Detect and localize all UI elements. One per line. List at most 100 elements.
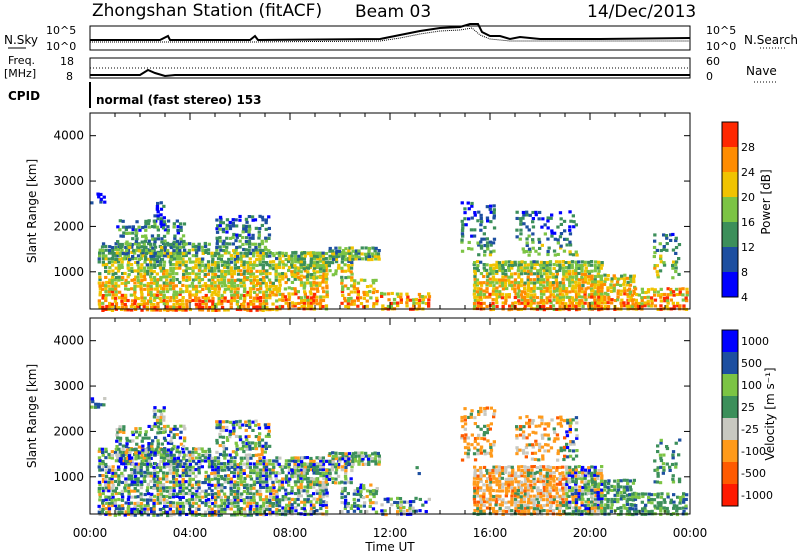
data-cell xyxy=(671,301,675,305)
data-cell xyxy=(672,304,676,308)
data-cell xyxy=(632,291,637,295)
data-cell xyxy=(351,462,355,466)
data-cell xyxy=(513,494,518,498)
data-cell xyxy=(293,456,297,460)
data-cell xyxy=(653,251,657,255)
data-cell xyxy=(504,506,508,510)
data-cell xyxy=(197,495,201,499)
data-cell xyxy=(374,510,379,514)
data-cell xyxy=(545,289,549,293)
data-cell xyxy=(235,260,240,264)
data-cell xyxy=(246,308,250,312)
data-cell xyxy=(526,295,530,299)
data-cell xyxy=(162,430,166,434)
data-cell xyxy=(162,489,166,493)
data-cell xyxy=(244,240,249,244)
data-cell xyxy=(331,480,335,484)
data-cell xyxy=(268,462,272,466)
data-cell xyxy=(294,260,298,264)
data-cell xyxy=(558,305,562,309)
data-cell xyxy=(354,454,358,458)
data-cell xyxy=(251,233,255,237)
data-cell xyxy=(461,226,465,230)
data-cell xyxy=(105,501,109,505)
data-cell xyxy=(228,224,232,228)
data-cell xyxy=(666,287,670,291)
data-cell xyxy=(233,290,237,294)
data-cell xyxy=(612,286,616,290)
data-cell xyxy=(204,449,208,453)
data-cell xyxy=(136,305,140,309)
data-cell xyxy=(265,475,269,479)
data-cell xyxy=(104,462,108,466)
data-cell xyxy=(290,280,295,284)
data-cell xyxy=(229,477,234,481)
data-cell xyxy=(485,295,489,299)
data-cell xyxy=(230,465,234,469)
data-cell xyxy=(149,275,153,279)
data-cell xyxy=(203,241,207,245)
data-cell xyxy=(485,237,489,241)
data-cell xyxy=(533,482,537,486)
data-cell xyxy=(600,295,604,299)
data-cell xyxy=(116,254,121,258)
data-cell xyxy=(220,293,224,297)
data-cell xyxy=(153,222,157,226)
data-cell xyxy=(107,251,112,255)
data-cell xyxy=(210,281,214,285)
data-cell xyxy=(126,459,131,463)
data-cell xyxy=(169,427,173,431)
data-cell xyxy=(210,498,214,502)
data-cell xyxy=(130,245,134,249)
data-cell xyxy=(144,236,148,240)
data-cell xyxy=(159,450,163,454)
data-cell xyxy=(347,249,351,253)
data-cell xyxy=(251,248,255,252)
data-cell xyxy=(128,451,132,455)
data-cell xyxy=(293,289,298,293)
data-cell xyxy=(140,263,144,267)
data-cell xyxy=(284,301,288,305)
data-cell xyxy=(530,299,534,303)
data-cell xyxy=(350,454,354,458)
data-cell xyxy=(312,459,316,463)
data-cell xyxy=(271,263,276,267)
data-cell xyxy=(155,287,159,291)
data-cell xyxy=(540,274,544,278)
data-cell xyxy=(120,305,125,309)
data-cell xyxy=(522,497,527,501)
data-cell xyxy=(136,275,140,279)
data-cell xyxy=(281,295,285,299)
data-cell xyxy=(136,297,140,301)
data-cell xyxy=(127,474,131,478)
data-cell xyxy=(340,492,344,496)
data-cell xyxy=(162,308,167,312)
data-cell xyxy=(644,291,648,295)
data-cell xyxy=(181,495,185,499)
data-cell xyxy=(488,304,493,308)
data-cell xyxy=(256,492,260,496)
data-cell xyxy=(473,416,477,420)
data-cell xyxy=(492,480,496,484)
data-cell xyxy=(149,263,153,267)
data-cell xyxy=(476,264,480,268)
data-cell xyxy=(277,254,282,258)
data-cell xyxy=(188,266,192,270)
data-cell xyxy=(495,301,499,305)
data-cell xyxy=(236,272,241,276)
data-cell xyxy=(473,503,477,507)
data-cell xyxy=(285,503,289,507)
data-cell xyxy=(495,509,499,513)
data-cell xyxy=(207,465,212,469)
data-cell xyxy=(172,222,176,226)
data-cell xyxy=(217,290,221,294)
data-cell xyxy=(659,249,663,253)
data-cell xyxy=(277,262,282,266)
data-cell xyxy=(104,474,109,478)
data-cell xyxy=(166,514,170,518)
data-cell xyxy=(567,266,571,270)
data-cell xyxy=(312,510,316,514)
data-cell xyxy=(590,292,594,296)
data-cell xyxy=(275,513,279,517)
data-cell xyxy=(118,243,122,247)
